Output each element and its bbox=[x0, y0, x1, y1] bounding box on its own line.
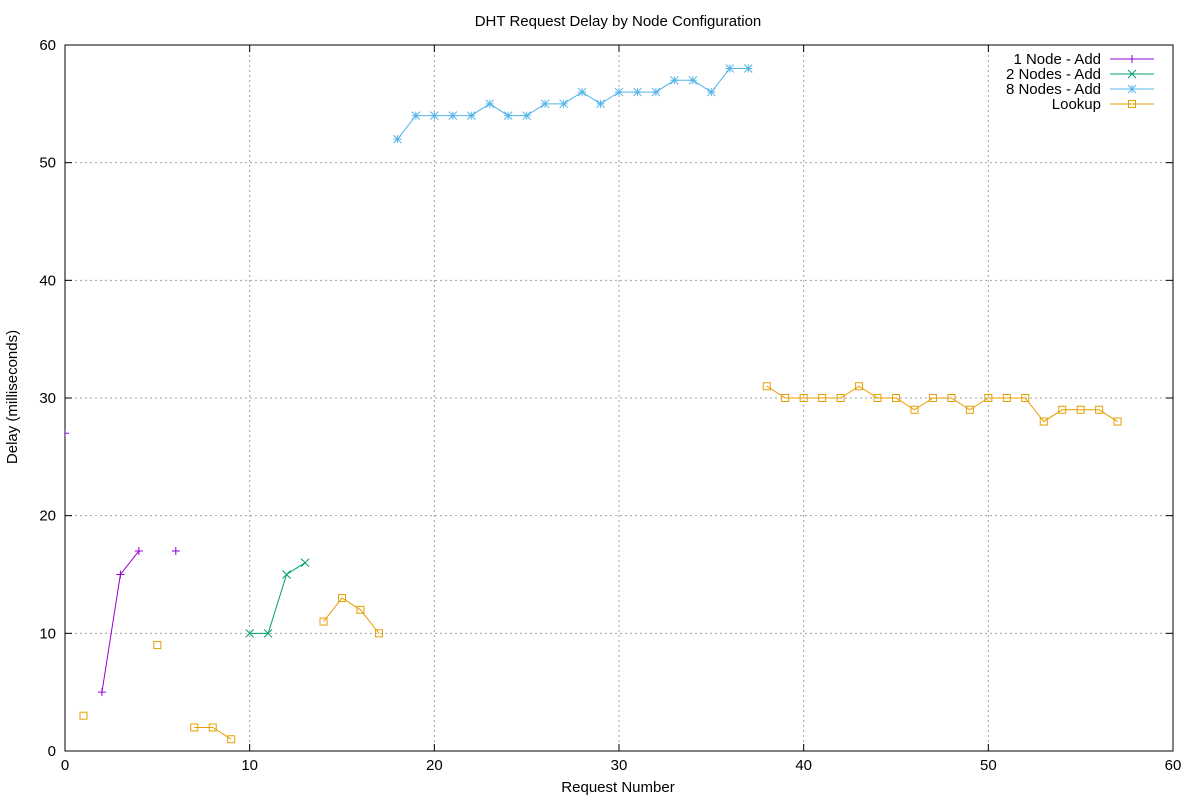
data-point bbox=[1039, 417, 1048, 426]
x-tick-label: 30 bbox=[611, 757, 628, 774]
x-tick-label: 60 bbox=[1165, 757, 1182, 774]
data-point bbox=[559, 99, 568, 109]
series-line bbox=[766, 385, 1118, 423]
series-line bbox=[323, 597, 380, 634]
data-point bbox=[947, 394, 956, 402]
legend-marker bbox=[1128, 100, 1136, 108]
legend-marker bbox=[1127, 69, 1137, 79]
data-point bbox=[393, 134, 402, 144]
data-point bbox=[263, 628, 273, 638]
legend-label: 1 Node - Add bbox=[1013, 51, 1101, 68]
x-tick-label: 0 bbox=[61, 757, 69, 774]
y-tick-label: 30 bbox=[39, 390, 56, 407]
y-tick-label: 20 bbox=[39, 508, 56, 525]
axes: 0 10 20 30 40 50 60 0 10 20 30 40 50 60 bbox=[39, 37, 1181, 774]
series-line bbox=[194, 726, 232, 740]
data-point bbox=[892, 394, 900, 402]
legend-marker bbox=[1128, 55, 1136, 63]
data-point bbox=[485, 99, 495, 109]
data-point bbox=[134, 546, 143, 555]
data-point bbox=[1076, 405, 1085, 414]
data-point bbox=[1058, 405, 1067, 414]
y-tick-label: 0 bbox=[48, 743, 56, 760]
data-point bbox=[633, 87, 642, 97]
data-point bbox=[781, 394, 790, 402]
series-0 bbox=[65, 429, 180, 697]
series-2 bbox=[393, 64, 753, 144]
data-point bbox=[725, 64, 735, 73]
data-point bbox=[762, 382, 771, 391]
chart-title: DHT Request Delay by Node Configuration bbox=[475, 13, 762, 30]
x-tick-label: 40 bbox=[795, 757, 812, 774]
data-point bbox=[836, 394, 845, 402]
x-tick-label: 50 bbox=[980, 757, 997, 774]
data-point bbox=[79, 711, 88, 720]
data-point bbox=[171, 546, 180, 555]
data-point bbox=[540, 99, 550, 109]
series-line bbox=[249, 562, 306, 634]
data-point bbox=[596, 99, 605, 109]
data-point bbox=[227, 735, 236, 744]
data-point bbox=[282, 570, 291, 579]
x-tick-label: 20 bbox=[426, 757, 443, 774]
data-point bbox=[153, 641, 162, 650]
data-point bbox=[818, 394, 827, 402]
data-point bbox=[688, 75, 698, 85]
data-point bbox=[429, 111, 439, 120]
y-tick-label: 50 bbox=[39, 155, 56, 172]
data-point bbox=[338, 594, 346, 603]
data-point bbox=[411, 111, 421, 120]
x-tick-label: 10 bbox=[241, 757, 258, 774]
data-point bbox=[670, 75, 679, 85]
data-point bbox=[743, 64, 753, 73]
data-point bbox=[356, 605, 365, 614]
y-axis-title: Delay (milliseconds) bbox=[4, 330, 21, 464]
data-point bbox=[466, 111, 476, 120]
legend-label: Lookup bbox=[1052, 96, 1101, 113]
data-point bbox=[245, 628, 255, 638]
data-point bbox=[503, 111, 513, 120]
data-point bbox=[799, 394, 808, 402]
plot-area bbox=[65, 64, 1122, 744]
legend-marker bbox=[1127, 84, 1137, 94]
data-point bbox=[614, 87, 624, 97]
legend-label: 8 Nodes - Add bbox=[1006, 81, 1101, 98]
data-point bbox=[873, 394, 882, 402]
series-1 bbox=[245, 558, 310, 638]
data-point bbox=[190, 723, 199, 732]
data-point bbox=[300, 558, 310, 568]
y-tick-label: 40 bbox=[39, 272, 56, 289]
y-tick-label: 60 bbox=[39, 37, 56, 54]
y-tick-label: 10 bbox=[39, 625, 56, 642]
data-point bbox=[1113, 417, 1122, 426]
data-point bbox=[577, 87, 587, 97]
data-point bbox=[984, 394, 993, 402]
data-point bbox=[208, 723, 217, 732]
data-point bbox=[374, 629, 383, 638]
data-point bbox=[319, 617, 328, 626]
x-axis-title: Request Number bbox=[561, 779, 674, 796]
data-point bbox=[651, 87, 661, 97]
data-point bbox=[522, 111, 532, 120]
data-point bbox=[1002, 394, 1011, 402]
data-point bbox=[65, 429, 69, 438]
data-point bbox=[1095, 405, 1104, 414]
legend-label: 2 Nodes - Add bbox=[1006, 66, 1101, 83]
data-point bbox=[116, 570, 125, 579]
data-point bbox=[1021, 394, 1030, 402]
data-point bbox=[448, 111, 458, 120]
data-point bbox=[928, 394, 937, 402]
data-point bbox=[910, 405, 919, 414]
series-line bbox=[397, 68, 749, 140]
data-point bbox=[855, 382, 864, 391]
data-point bbox=[97, 688, 106, 697]
series-3 bbox=[79, 382, 1122, 744]
data-point bbox=[965, 405, 974, 414]
data-point bbox=[706, 87, 716, 97]
